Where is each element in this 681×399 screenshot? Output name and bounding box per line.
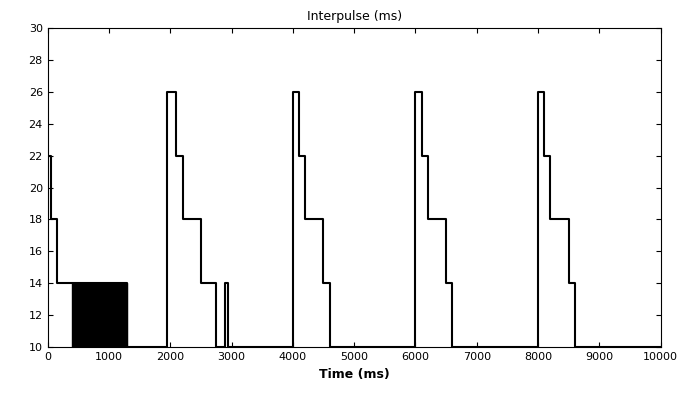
- Title: Interpulse (ms): Interpulse (ms): [306, 10, 402, 23]
- X-axis label: Time (ms): Time (ms): [319, 367, 390, 381]
